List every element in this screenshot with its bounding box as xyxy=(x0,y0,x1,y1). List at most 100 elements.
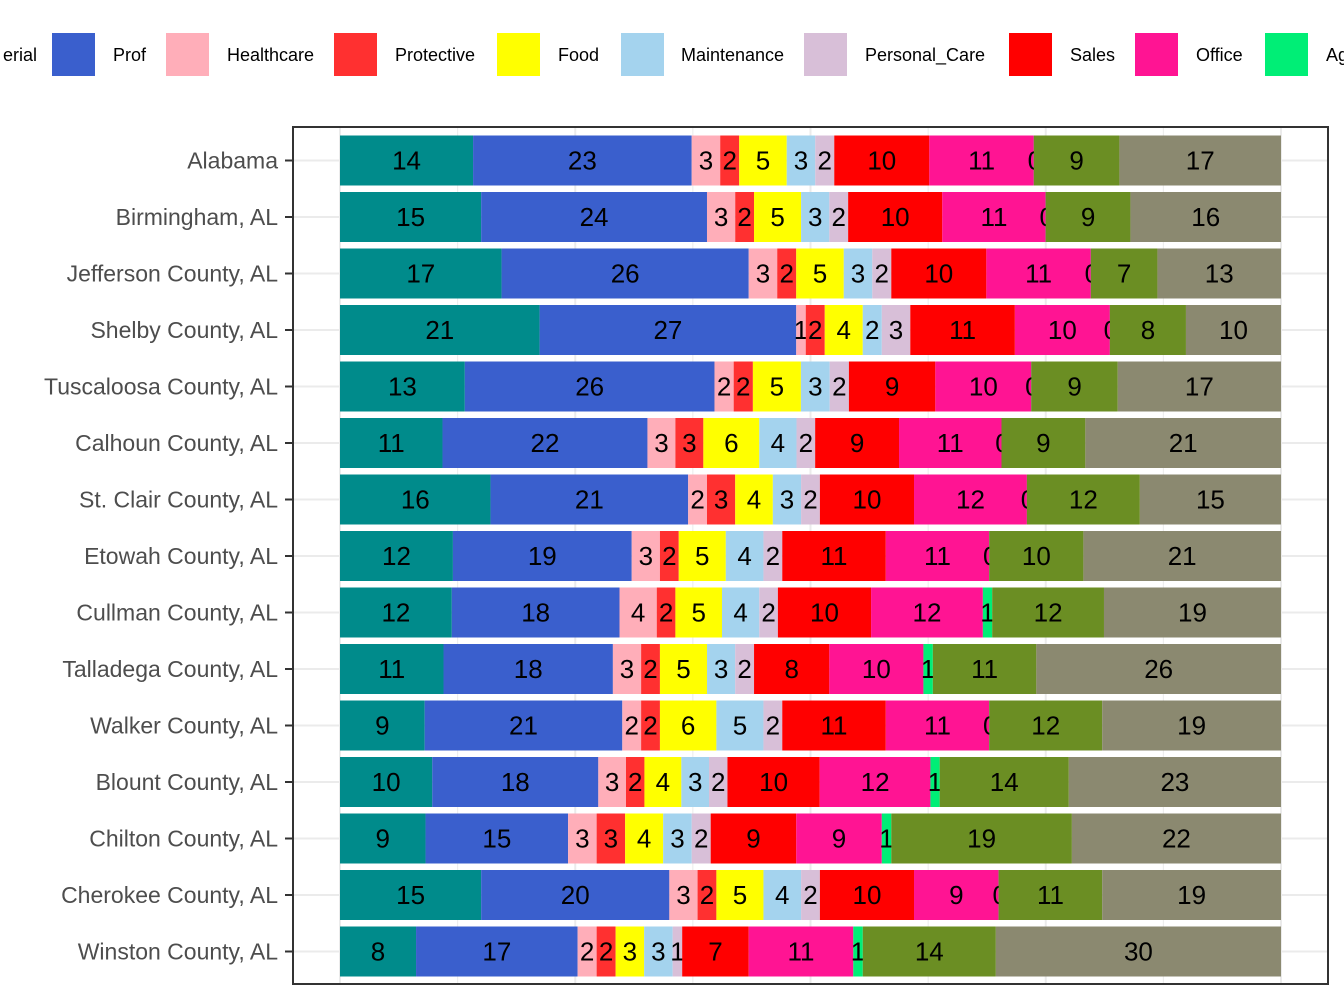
bar-segment xyxy=(615,926,645,977)
data-label: 15 xyxy=(482,824,511,854)
data-label: 18 xyxy=(521,598,550,628)
data-label: 12 xyxy=(1034,598,1063,628)
bar-segment xyxy=(1130,192,1281,242)
bar-segment xyxy=(442,418,648,468)
bar-segment xyxy=(777,248,797,299)
data-label: 5 xyxy=(691,598,705,628)
bar-segment xyxy=(691,813,711,864)
legend-label: Protective xyxy=(395,45,476,65)
data-label: 3 xyxy=(604,824,618,854)
bar-segment xyxy=(432,757,599,807)
y-tick-label: Cherokee County, AL xyxy=(61,882,278,908)
data-label: 3 xyxy=(623,937,637,967)
legend-label: Office xyxy=(1196,45,1243,65)
bar-segment xyxy=(490,474,689,525)
bar-segment xyxy=(754,644,830,694)
bar-segment xyxy=(644,926,673,977)
data-label: 30 xyxy=(1124,937,1153,967)
bar-segment xyxy=(596,813,626,864)
bar-segment xyxy=(641,644,660,694)
bar-segment xyxy=(663,813,692,864)
bar-segment xyxy=(340,587,452,638)
data-label: 11 xyxy=(1037,880,1064,910)
bar-segment xyxy=(678,531,726,581)
bar-segment xyxy=(872,248,892,299)
data-label: 11 xyxy=(980,202,1007,232)
bar-segment xyxy=(625,757,645,807)
data-label: 2 xyxy=(737,202,751,232)
bar-segment xyxy=(939,757,1069,807)
y-tick-label: Walker County, AL xyxy=(90,713,278,739)
data-label: 26 xyxy=(1144,654,1173,684)
bar-segment xyxy=(709,757,728,807)
data-label: 2 xyxy=(766,541,780,571)
bar-segment xyxy=(1014,305,1110,355)
y-tick-label: Blount County, AL xyxy=(96,769,279,795)
bar-segment xyxy=(340,700,425,751)
bar-segment xyxy=(340,135,474,186)
bar-segment xyxy=(681,757,710,807)
data-label: 3 xyxy=(575,824,589,854)
bar-segment xyxy=(819,474,915,525)
data-label: 4 xyxy=(637,824,651,854)
bar-segment xyxy=(1085,418,1281,468)
bar-segment xyxy=(622,700,642,751)
bar-segment xyxy=(1083,531,1281,581)
bar-segment xyxy=(539,305,797,355)
bar-segment xyxy=(763,700,783,751)
data-label: 10 xyxy=(852,485,881,515)
bar-segment xyxy=(796,813,882,864)
bar-segment xyxy=(752,361,801,412)
bar-segment xyxy=(748,248,778,299)
bar-segment xyxy=(688,474,707,525)
data-label: 2 xyxy=(599,937,613,967)
data-label: 7 xyxy=(1117,259,1131,289)
data-label: 6 xyxy=(681,711,695,741)
data-label: 1 xyxy=(928,767,942,797)
data-label: 3 xyxy=(714,485,728,515)
data-label: 13 xyxy=(1205,259,1234,289)
data-label: 3 xyxy=(714,202,728,232)
data-label: 2 xyxy=(580,937,594,967)
data-label: 9 xyxy=(746,824,760,854)
bar-segment xyxy=(659,700,717,751)
data-label: 22 xyxy=(531,428,560,458)
bar-segment xyxy=(340,531,453,581)
data-label: 9 xyxy=(1067,372,1081,402)
bar-segment xyxy=(986,248,1091,299)
bar-segment xyxy=(805,305,825,355)
bar-segment xyxy=(577,926,597,977)
data-label: 2 xyxy=(818,146,832,176)
bar-segment xyxy=(899,418,1002,468)
bar-segment xyxy=(1185,305,1281,355)
data-label: 5 xyxy=(770,202,784,232)
bar-segment xyxy=(625,813,664,864)
data-label: 2 xyxy=(662,541,676,571)
bar-segment xyxy=(682,926,749,977)
data-label: 16 xyxy=(1191,202,1220,232)
legend-label: erial xyxy=(2,45,37,65)
bar-segment xyxy=(473,135,692,186)
bar-segment xyxy=(1068,757,1281,807)
bar-segment xyxy=(819,757,931,807)
data-label: 11 xyxy=(924,711,951,741)
data-label: 2 xyxy=(799,428,813,458)
data-label: 2 xyxy=(722,146,736,176)
bar-segment xyxy=(815,135,835,186)
bar-segment xyxy=(942,192,1046,242)
bar-segment xyxy=(669,870,698,920)
bar-segment xyxy=(481,192,707,242)
bar-segment xyxy=(612,644,642,694)
data-label: 2 xyxy=(711,767,725,797)
data-label: 5 xyxy=(733,711,747,741)
data-label: 2 xyxy=(766,711,780,741)
data-label: 14 xyxy=(990,767,1019,797)
data-label: 18 xyxy=(514,654,543,684)
bar-segment xyxy=(848,192,943,242)
bar-segment xyxy=(998,870,1103,920)
bar-segment xyxy=(647,418,676,468)
bar-segment xyxy=(735,474,773,525)
bar-segment xyxy=(796,418,816,468)
y-tick-label: Winston County, AL xyxy=(78,939,278,965)
bar-segment xyxy=(340,644,444,694)
